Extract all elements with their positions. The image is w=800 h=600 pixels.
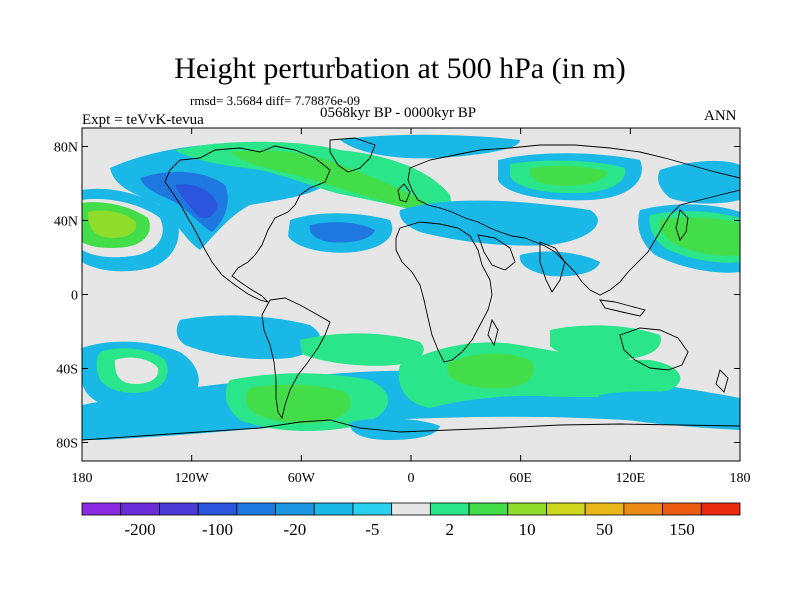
colorbar-swatch [546, 502, 586, 516]
lat-tick-label: 0 [71, 289, 78, 304]
colorbar-swatch [429, 502, 470, 516]
contour-negative-region [597, 391, 740, 430]
coastlines [82, 137, 740, 441]
coast-indonesia [599, 299, 646, 317]
lat-tick-label: 80N [54, 141, 78, 156]
contour-negative-region [309, 222, 375, 243]
contour-positive-region [659, 217, 740, 256]
contour-negative-region [340, 134, 520, 159]
lat-tick-label: 40N [54, 215, 78, 230]
coast-new-zealand [715, 369, 729, 393]
colorbar-swatch [159, 502, 199, 516]
period-label: 0568kyr BP - 0000kyr BP [320, 105, 477, 121]
colorbar-label: 2 [445, 520, 454, 539]
colorbar-labels: -200 -100 -20 -5 2 10 50 150 [124, 520, 694, 539]
colorbar-label: -100 [202, 520, 233, 539]
coast-arabia [477, 234, 516, 271]
colorbar-swatch [507, 502, 547, 516]
colorbar-label: 150 [669, 520, 695, 539]
contour-negative-region [176, 315, 321, 360]
lon-tick-label: 120E [616, 471, 646, 486]
colorbar-swatch [81, 502, 122, 516]
colorbar-swatch [584, 502, 625, 516]
coast-madagascar [487, 318, 499, 347]
colorbar-label: -200 [124, 520, 155, 539]
colorbar-label: 10 [519, 520, 536, 539]
lon-tick-label: 60E [509, 471, 532, 486]
coast-japan [675, 209, 689, 241]
colorbar [81, 502, 741, 516]
colorbar-swatch [468, 502, 509, 516]
colorbar-swatch [700, 502, 741, 516]
lat-tick-label: 40S [56, 363, 78, 378]
contour-positive-region [529, 165, 608, 186]
contour-negative-region [349, 418, 440, 440]
experiment-label: Expt = teVvK-tevua [82, 112, 204, 128]
colorbar-swatch [120, 502, 160, 516]
colorbar-label: 50 [596, 520, 613, 539]
coast-north-america [164, 145, 331, 303]
stats-label: rmsd= 3.5684 diff= 7.78876e-09 [190, 93, 361, 108]
lon-tick-label: 180 [72, 471, 93, 486]
contour-positive-region [245, 384, 351, 424]
latitude-axis: 80N 40N 0 40S 80S [54, 141, 740, 452]
lon-tick-label: 180 [730, 471, 751, 486]
coast-eurasia [407, 144, 740, 296]
colorbar-swatch [313, 502, 354, 516]
lon-tick-label: 60W [288, 471, 316, 486]
coast-south-america [261, 297, 331, 420]
contour-negative-region [399, 200, 598, 246]
contour-positive-region [550, 325, 661, 361]
lat-tick-label: 80S [56, 437, 78, 452]
colorbar-label: -5 [365, 520, 379, 539]
contour-field [82, 134, 740, 440]
colorbar-swatch [391, 502, 431, 516]
coast-greenland [329, 137, 376, 173]
contour-negative-region [658, 160, 740, 204]
coast-antarctica [82, 419, 740, 441]
lon-tick-label: 0 [408, 471, 415, 486]
contour-positive-region [230, 150, 430, 209]
colorbar-swatch [197, 502, 238, 516]
colorbar-swatch [236, 502, 276, 516]
colorbar-swatch [352, 502, 393, 516]
colorbar-swatch [662, 502, 702, 516]
season-label: ANN [704, 108, 737, 124]
longitude-axis: 180 120W 60W 0 60E 120E 180 [72, 128, 751, 486]
contour-positive-region [114, 357, 159, 384]
contour-negative-region [300, 333, 424, 366]
map-title: Height perturbation at 500 hPa (in m) [174, 52, 626, 85]
coast-australia [619, 327, 689, 371]
lon-tick-label: 120W [175, 471, 210, 486]
coast-india [539, 241, 566, 293]
colorbar-label: -20 [284, 520, 307, 539]
contour-positive-region [447, 353, 534, 389]
coast-uk [397, 183, 411, 203]
contour-positive-region [88, 210, 137, 238]
coast-africa [395, 221, 493, 363]
colorbar-swatch [275, 502, 315, 516]
colorbar-swatch [623, 502, 663, 516]
contour-negative-region [175, 184, 218, 219]
